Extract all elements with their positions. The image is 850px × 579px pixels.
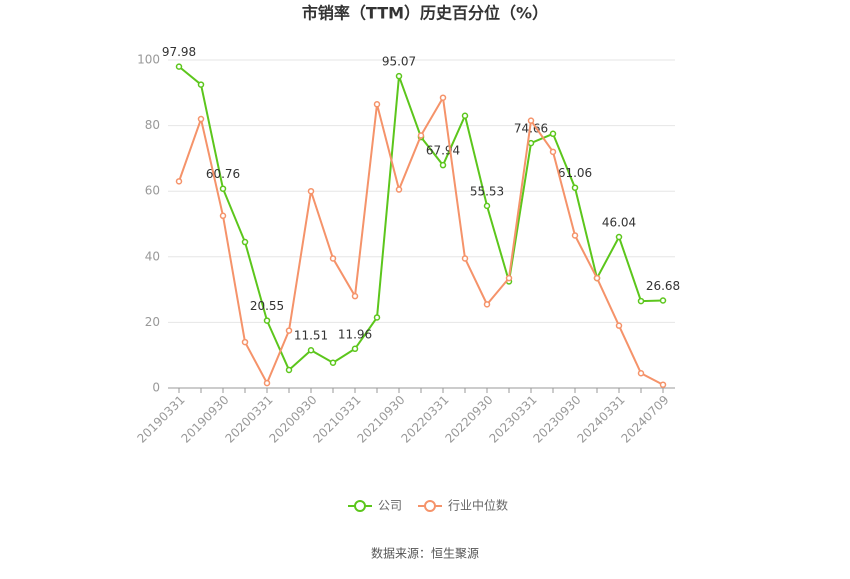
y-tick-label: 60 [145,184,160,198]
point [483,202,491,210]
point [263,379,271,387]
point [373,314,381,321]
y-tick-label: 100 [137,53,160,67]
point [395,186,403,193]
y-tick-label: 0 [152,381,160,395]
data-label: 11.51 [294,329,328,343]
point [439,94,447,101]
series-line [178,94,664,386]
point [571,184,579,191]
point [175,178,183,185]
data-label: 20.55 [250,299,284,313]
data-label: 26.68 [646,279,680,293]
point [659,297,667,304]
point [549,148,557,156]
data-label: 55.53 [470,184,504,198]
point [197,115,205,123]
point [571,232,579,239]
point [593,274,601,282]
data-label: 60.76 [206,167,240,181]
point [549,130,557,138]
point [395,72,403,80]
source: 数据来源：恒生聚源 [371,546,479,561]
point [241,238,249,246]
legend-marker [424,500,436,512]
point [307,187,315,195]
point [637,297,645,305]
point [351,345,359,353]
chart-title: 市销率（TTM）历史百分位（%） [302,4,548,23]
point [351,292,359,300]
data-label: 61.06 [558,166,592,180]
series-line [178,65,664,372]
point [197,81,205,88]
data-label: 95.07 [382,55,416,69]
point [637,369,645,377]
data-label: 11.96 [338,327,372,341]
legend-label: 行业中位数 [448,498,508,513]
point [329,255,337,262]
point [219,212,227,220]
point [439,161,447,169]
legend-label: 公司 [378,499,402,513]
point [527,117,535,124]
point [307,346,315,354]
data-label: 67.94 [426,144,460,158]
point [461,112,469,120]
point [219,185,227,192]
point [615,233,623,241]
point [483,301,491,308]
point [461,255,469,262]
point [417,132,425,139]
data-label: 97.98 [162,45,196,59]
x-tick-label: 20240709 [619,393,672,446]
point [285,366,293,374]
point [527,139,535,147]
point [615,322,623,329]
y-tick-label: 40 [145,249,160,263]
point [505,274,513,282]
point [659,381,667,388]
point [263,317,271,324]
point [175,63,183,70]
legend-marker [354,500,366,512]
point [241,338,249,346]
point [285,327,293,334]
data-label: 46.04 [602,215,636,229]
point [329,359,337,366]
y-tick-label: 20 [145,315,160,329]
y-tick-label: 80 [145,118,160,132]
point [373,101,381,108]
